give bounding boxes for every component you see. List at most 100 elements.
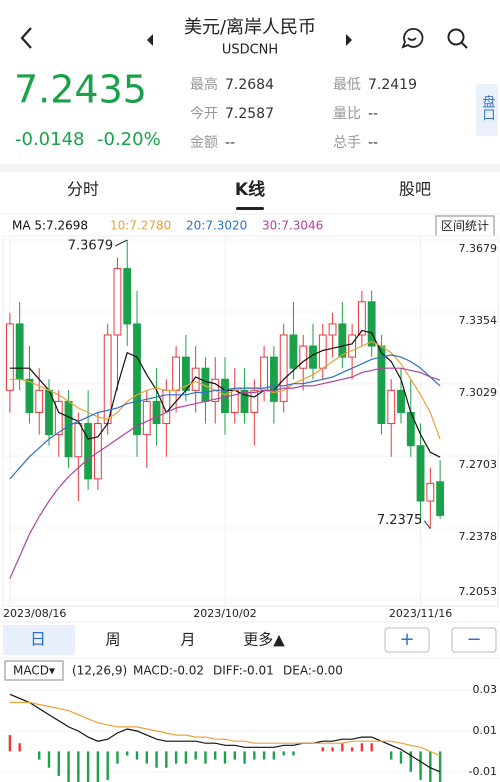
stat-value: -- (368, 135, 378, 151)
tab[interactable]: 股吧 (399, 180, 431, 199)
candle-body (260, 356, 269, 391)
period-selected-bg (3, 625, 75, 655)
y-tick-label: 7.3679 (459, 242, 498, 255)
stat-label: 总手 (333, 135, 361, 151)
macd-bar (350, 747, 354, 752)
message-button[interactable] (401, 28, 424, 49)
macd-selector-box (4, 660, 64, 681)
period[interactable]: 更多▲ (243, 631, 285, 649)
separator (0, 164, 500, 172)
ma-legend: MA 5:7.2698 (12, 219, 88, 233)
macd-bar (106, 751, 109, 780)
search-icon (447, 28, 465, 46)
macd-bar (47, 751, 51, 768)
x-tick-label: 2023/11/16 (389, 607, 452, 620)
macd-bar (360, 743, 364, 752)
macd-bar (67, 751, 70, 782)
tab-active[interactable]: K线 (235, 179, 265, 200)
ma-line (9, 340, 441, 440)
range-button[interactable]: 区间统计 (435, 215, 495, 237)
macd-bar (243, 751, 246, 764)
stat-label: 最高 (190, 76, 218, 93)
ma-line (9, 354, 441, 480)
candle-body (93, 423, 102, 480)
candle-body (299, 345, 308, 369)
candle-body (416, 445, 425, 502)
macd-bar (253, 751, 256, 760)
stat-label: 金额 (190, 135, 218, 151)
period-active[interactable]: 日 (30, 630, 46, 649)
price: 7.2435 (14, 68, 147, 112)
macd-bar (262, 751, 266, 760)
candle-body (387, 389, 396, 425)
macd-selector[interactable]: MACD▾ (4, 660, 64, 681)
x-tick-label: 2023/10/02 (193, 607, 256, 620)
macd-bar (429, 751, 432, 782)
next-button[interactable] (346, 34, 352, 46)
y-tick-label: 0.03 (473, 683, 498, 696)
macd-bar (116, 751, 119, 764)
macd-bar (223, 751, 227, 764)
candle-body (269, 356, 278, 402)
side-tab-label: 盘口 (480, 94, 496, 121)
high-pointer (114, 239, 128, 247)
side-tab[interactable]: 盘口 (476, 84, 498, 136)
candle-body (367, 301, 376, 347)
macd-bar (438, 751, 442, 782)
macd-bar (18, 743, 21, 752)
stat-label: 量比 (333, 106, 361, 122)
candle-body (279, 334, 288, 402)
macd-bar (331, 747, 334, 752)
change: -0.0148 (15, 129, 84, 150)
stat-value: -- (368, 106, 378, 122)
stat-label: 今开 (190, 106, 218, 122)
low-label: 7.2375 (377, 513, 423, 528)
macd-bar (145, 751, 148, 764)
high-label: 7.3679 (68, 239, 114, 254)
candle-body (250, 389, 259, 413)
macd-bar (321, 747, 324, 752)
zoom-in-button[interactable]: + (384, 627, 430, 653)
prev-button[interactable] (147, 34, 153, 46)
y-tick-label: -0.01 (469, 765, 497, 778)
back-button[interactable] (20, 27, 32, 49)
candle-body (5, 323, 14, 391)
macd-bar (86, 751, 90, 782)
candle-body (348, 334, 357, 358)
tab[interactable]: 分时 (67, 180, 99, 199)
macd-selector-label: MACD▾ (13, 664, 55, 678)
macd-bar (399, 751, 403, 764)
zoom-out-button[interactable]: − (451, 627, 497, 653)
macd-bar (165, 751, 168, 768)
candle-body (357, 301, 366, 336)
ma-line (9, 367, 441, 579)
candle-body (35, 389, 44, 413)
y-tick-label: 7.3354 (459, 314, 498, 327)
candle-body (15, 323, 24, 380)
candle-body (426, 482, 435, 502)
candle-body (289, 334, 298, 369)
macd-line (9, 693, 441, 773)
search-button[interactable] (447, 28, 468, 49)
macd-item: DIFF:-0.01 (213, 664, 274, 678)
tab-indicator (236, 207, 264, 210)
macd-bar (214, 751, 217, 760)
period[interactable]: 月 (180, 631, 195, 649)
candle-body (338, 323, 347, 358)
macd-bar (390, 751, 393, 760)
macd-params: (12,26,9) (72, 664, 127, 678)
macd-bar (419, 751, 422, 780)
candle-body (74, 423, 83, 458)
macd-bar (341, 743, 344, 752)
candle-body (172, 356, 181, 391)
macd-bar (204, 751, 207, 764)
zoom-label: − (466, 629, 481, 650)
low-pointer (423, 520, 431, 530)
macd-bar (194, 751, 197, 760)
period[interactable]: 周 (105, 631, 120, 649)
candle-body (240, 389, 249, 413)
candle-body (152, 400, 161, 425)
macd-bar (135, 751, 139, 760)
message-icon (401, 28, 424, 49)
candle-body (54, 400, 63, 436)
